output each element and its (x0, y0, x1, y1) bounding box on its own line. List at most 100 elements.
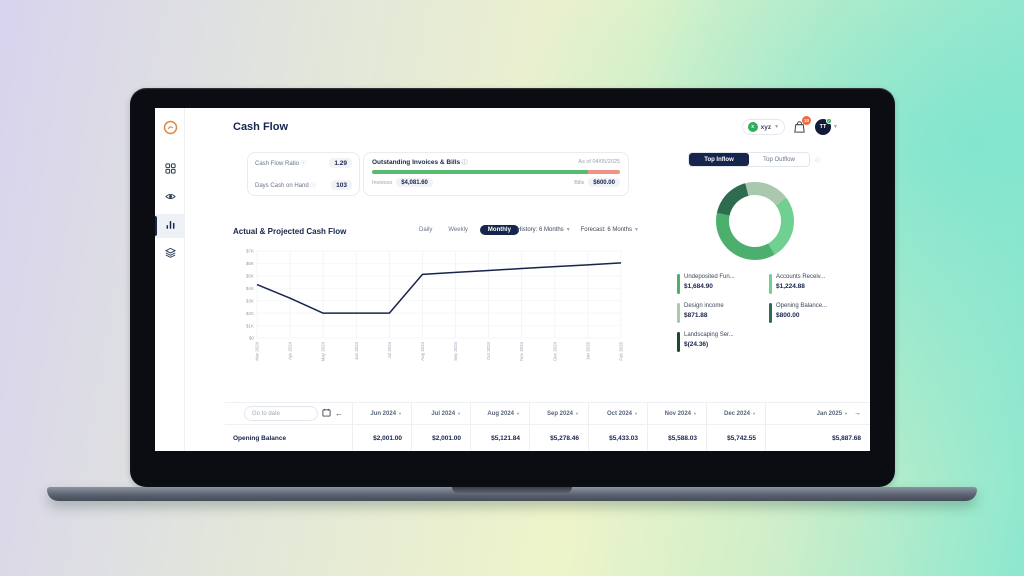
inflow-outflow-toggle-row: Top Inflow Top Outflow ⓘ (688, 152, 821, 167)
chevron-down-icon: ▼ (398, 411, 402, 416)
brand-logo-icon[interactable] (163, 120, 178, 135)
layers-icon (164, 245, 176, 263)
table-column-header[interactable]: Dec 2024 ▼ (706, 403, 765, 424)
outstanding-card: Outstanding Invoices & Bills ⓘ As of 04/… (363, 152, 629, 196)
svg-text:$1K: $1K (246, 323, 255, 328)
top-inflow-donut-chart[interactable] (716, 182, 794, 260)
chevron-down-icon: ▼ (457, 411, 461, 416)
bills-label: Bills (574, 179, 585, 186)
svg-text:Dec 2024: Dec 2024 (552, 341, 557, 360)
svg-text:$4K: $4K (246, 286, 255, 291)
legend-item: Undeposited Fun... $1,684.90 (677, 274, 761, 294)
invoices-label: Invoices (372, 179, 393, 186)
table-column-header[interactable]: Nov 2024 ▼ (647, 403, 706, 424)
chevron-down-icon: ▼ (833, 124, 838, 130)
legend-label: Landscaping Ser... (684, 332, 734, 338)
toggle-top-outflow[interactable]: Top Outflow (749, 153, 809, 166)
donut-hole (729, 195, 781, 247)
legend-value: $(24.36) (684, 341, 709, 348)
table-controls: Go to date ← (225, 403, 352, 424)
metrics-card: Cash Flow Ratio ⓘ 1.29 Days Cash on Hand… (247, 152, 360, 196)
legend-value: $800.00 (776, 312, 800, 319)
table-column-header[interactable]: Jul 2024 ▼ (411, 403, 470, 424)
shopping-bag-icon (794, 120, 805, 133)
svg-text:Oct 2024: Oct 2024 (486, 341, 491, 359)
sidebar-item-insights[interactable] (155, 186, 185, 210)
tab-weekly[interactable]: Weekly (448, 227, 468, 233)
bills-value: $600.00 (588, 178, 620, 187)
table-column-header[interactable]: Jan 2025 ▼ → (765, 403, 870, 424)
chevron-down-icon: ▼ (774, 124, 780, 130)
history-dropdown[interactable]: History: 6 Months ▼ (517, 227, 571, 233)
table-column-header[interactable]: Sep 2024 ▼ (529, 403, 588, 424)
invoices-bills-progress-bar (372, 170, 620, 174)
info-icon[interactable]: ⓘ (461, 160, 468, 166)
svg-text:Jun 2024: Jun 2024 (354, 341, 359, 360)
section-title: Actual & Projected Cash Flow (233, 227, 347, 236)
next-month-arrow[interactable]: → (854, 410, 861, 417)
avatar: TT ✓ (815, 118, 833, 135)
org-name: xyz (760, 123, 772, 131)
legend-color-bar (677, 303, 680, 323)
tab-daily[interactable]: Daily (419, 227, 433, 233)
go-to-date-input[interactable]: Go to date (244, 406, 318, 421)
metric-row: Days Cash on Hand ⓘ 103 (255, 180, 352, 190)
legend-item: Opening Balance... $800.00 (769, 303, 853, 323)
eye-icon (164, 189, 176, 207)
calendar-icon[interactable] (322, 408, 331, 419)
outstanding-title: Outstanding Invoices & Bills ⓘ (372, 159, 468, 166)
table-cell: $5,433.03 (588, 425, 647, 451)
legend-label: Opening Balance... (776, 303, 828, 309)
legend-label: Design income (684, 303, 724, 309)
bar-chart-icon (165, 217, 176, 235)
range-dropdowns: History: 6 Months ▼ Forecast: 6 Months ▼ (517, 227, 639, 233)
svg-text:Aug 2024: Aug 2024 (420, 341, 425, 360)
info-icon[interactable]: ⓘ (815, 157, 821, 164)
chevron-down-icon: ▼ (844, 411, 848, 416)
legend-value: $871.88 (684, 312, 708, 319)
chevron-down-icon: ▼ (575, 411, 579, 416)
metric-label: Days Cash on Hand ⓘ (255, 183, 316, 189)
table-cell: $5,588.03 (647, 425, 706, 451)
sidebar-item-banking[interactable] (155, 242, 185, 266)
toggle-top-inflow[interactable]: Top Inflow (689, 153, 749, 166)
chevron-down-icon: ▼ (565, 227, 571, 233)
legend-color-bar (677, 274, 680, 294)
donut-legend: Undeposited Fun... $1,684.90 Accounts Re… (677, 274, 853, 352)
table-cell: $2,001.00 (411, 425, 470, 451)
topbar-actions: x xyz ▼ 10 TT ✓ ▼ (741, 115, 838, 135)
table-column-header[interactable]: Jun 2024 ▼ (352, 403, 411, 424)
metric-value: 1.29 (329, 158, 352, 168)
forecast-dropdown[interactable]: Forecast: 6 Months ▼ (580, 227, 639, 233)
svg-text:Jul 2024: Jul 2024 (387, 341, 392, 358)
legend-value: $1,684.90 (684, 283, 713, 290)
metric-label: Cash Flow Ratio ⓘ (255, 161, 307, 167)
user-menu[interactable]: TT ✓ ▼ (815, 118, 838, 135)
legend-color-bar (769, 303, 772, 323)
sidebar-item-cash-flow[interactable] (155, 214, 185, 238)
chevron-down-icon: ▼ (516, 411, 520, 416)
svg-text:$0: $0 (249, 336, 255, 341)
svg-text:$7K: $7K (246, 249, 255, 254)
metric-value: 103 (331, 180, 352, 190)
info-icon[interactable]: ⓘ (310, 183, 316, 189)
tab-monthly[interactable]: Monthly (479, 225, 519, 235)
svg-text:Feb 2025: Feb 2025 (619, 341, 624, 360)
sidebar-item-dashboard[interactable] (155, 158, 185, 182)
legend-item: Landscaping Ser... $(24.36) (677, 332, 761, 352)
svg-text:Jan 2025: Jan 2025 (585, 341, 590, 360)
prev-month-arrow[interactable]: ← (335, 409, 343, 418)
notifications-button[interactable]: 10 (793, 115, 812, 135)
info-icon[interactable]: ⓘ (300, 161, 307, 167)
metric-row: Cash Flow Ratio ⓘ 1.29 (255, 158, 352, 168)
svg-text:May 2024: May 2024 (321, 341, 326, 361)
table-column-header[interactable]: Oct 2024 ▼ (588, 403, 647, 424)
legend-color-bar (769, 274, 772, 294)
inflow-outflow-toggle: Top Inflow Top Outflow (688, 152, 810, 167)
org-selector[interactable]: x xyz ▼ (741, 119, 786, 135)
table-column-header[interactable]: Aug 2024 ▼ (470, 403, 529, 424)
app-window: Cash Flow x xyz ▼ 10 TT ✓ ▼ Cash Flow Ra (155, 108, 870, 451)
online-status-icon: ✓ (826, 118, 833, 124)
laptop-base-notch (452, 487, 572, 493)
notification-badge: 10 (802, 115, 812, 125)
